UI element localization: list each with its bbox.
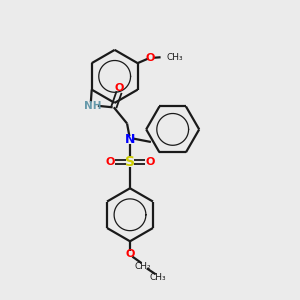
Text: O: O	[105, 157, 115, 167]
Text: CH₂: CH₂	[135, 262, 152, 271]
Text: N: N	[125, 133, 135, 146]
Text: S: S	[125, 155, 135, 169]
Text: O: O	[125, 249, 135, 259]
Text: O: O	[115, 83, 124, 94]
Text: NH: NH	[84, 101, 102, 111]
Text: O: O	[145, 157, 155, 167]
Text: O: O	[145, 53, 155, 63]
Text: CH₃: CH₃	[149, 273, 166, 282]
Text: CH₃: CH₃	[167, 53, 183, 62]
